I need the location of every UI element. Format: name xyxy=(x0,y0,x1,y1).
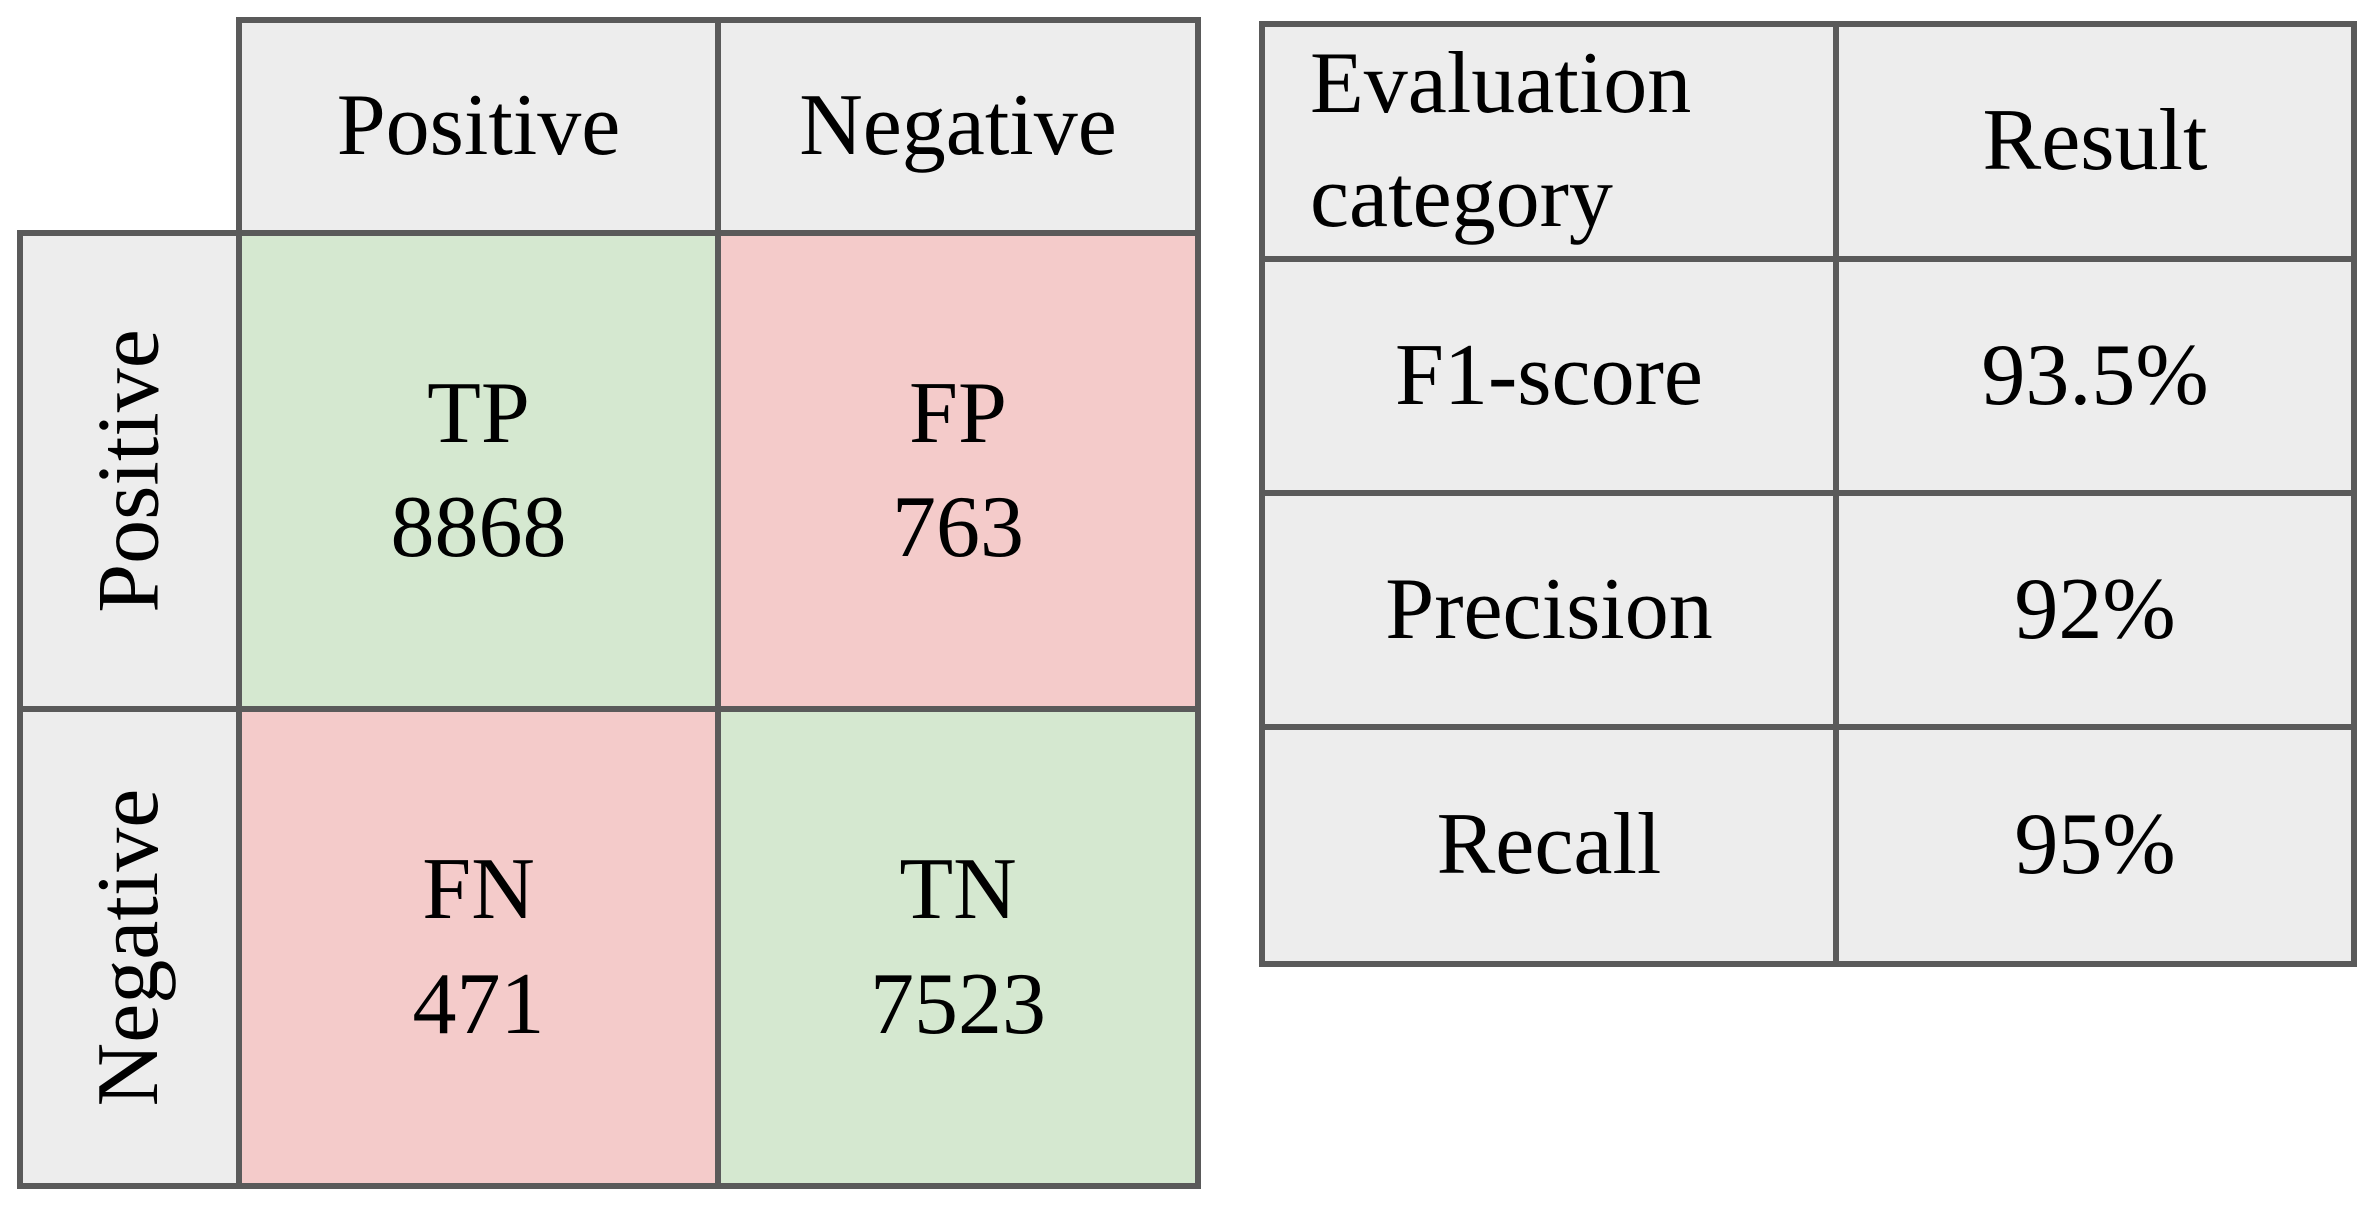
evaluation-category-column-header: Evaluation category xyxy=(1258,21,1840,262)
table-row: Negative FN 471 TN 7523 xyxy=(17,706,1201,1189)
precision-value: 92% xyxy=(1833,489,2357,730)
confusion-matrix-table: Positive Negative Positive TP 8868 FP 76… xyxy=(17,17,1201,1189)
recall-label: Recall xyxy=(1258,723,1840,967)
predicted-positive-column-header: Positive xyxy=(236,17,721,236)
false-positive-abbr: FP xyxy=(909,364,1007,462)
false-negative-abbr: FN xyxy=(422,841,535,939)
true-negative-cell: TN 7523 xyxy=(715,706,1201,1189)
true-negative-count: 7523 xyxy=(870,955,1046,1053)
precision-label: Precision xyxy=(1258,489,1840,730)
true-positive-abbr: TP xyxy=(427,364,530,462)
false-positive-cell: FP 763 xyxy=(715,230,1201,712)
table-row: Positive Negative xyxy=(20,17,1201,236)
table-row: F1-score 93.5% xyxy=(1258,255,2357,496)
evaluation-results-table: Evaluation category Result F1-score 93.5… xyxy=(1258,21,2357,967)
recall-value: 95% xyxy=(1833,723,2357,967)
predicted-negative-column-header: Negative xyxy=(715,17,1201,236)
actual-negative-row-header: Negative xyxy=(17,706,242,1189)
f1-score-value: 93.5% xyxy=(1833,255,2357,496)
table-row: Evaluation category Result xyxy=(1258,21,2357,262)
f1-score-label: F1-score xyxy=(1258,255,1840,496)
true-positive-count: 8868 xyxy=(390,479,567,576)
table-row: Precision 92% xyxy=(1258,489,2357,730)
false-positive-count: 763 xyxy=(892,479,1024,576)
actual-positive-row-header-label: Positive xyxy=(80,329,178,613)
confusion-corner-empty-cell xyxy=(20,20,239,233)
table-row: Recall 95% xyxy=(1258,723,2357,967)
true-positive-cell: TP 8868 xyxy=(236,230,721,712)
actual-negative-row-header-label: Negative xyxy=(80,788,178,1107)
true-negative-abbr: TN xyxy=(899,841,1017,939)
table-row: Positive TP 8868 FP 763 xyxy=(17,230,1201,712)
false-negative-cell: FN 471 xyxy=(236,706,721,1189)
false-negative-count: 471 xyxy=(412,955,545,1053)
actual-positive-row-header: Positive xyxy=(17,230,242,712)
result-column-header: Result xyxy=(1833,21,2357,262)
